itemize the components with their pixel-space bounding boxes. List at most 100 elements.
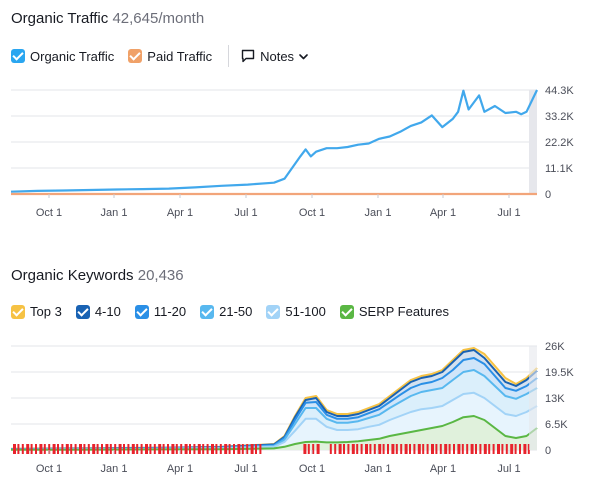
event-marker[interactable] [453, 444, 455, 454]
event-marker[interactable] [13, 444, 16, 454]
event-marker[interactable] [52, 444, 56, 454]
event-marker[interactable] [312, 444, 315, 454]
event-marker[interactable] [483, 444, 487, 454]
event-marker[interactable] [136, 444, 139, 454]
event-marker[interactable] [145, 444, 148, 454]
organic-traffic-line[interactable] [10, 89, 538, 193]
event-marker[interactable] [382, 444, 385, 454]
event-marker[interactable] [123, 444, 125, 454]
event-marker[interactable] [92, 444, 96, 454]
checkbox-paid-traffic[interactable] [128, 49, 143, 63]
event-marker[interactable] [237, 444, 241, 454]
event-marker[interactable] [505, 444, 508, 454]
event-marker[interactable] [219, 444, 222, 454]
event-marker[interactable] [378, 444, 382, 454]
event-marker[interactable] [523, 444, 527, 454]
event-marker[interactable] [206, 444, 209, 454]
event-marker[interactable] [228, 444, 231, 454]
event-marker[interactable] [373, 444, 376, 454]
event-marker[interactable] [241, 444, 244, 454]
event-marker[interactable] [448, 444, 451, 454]
event-marker[interactable] [101, 444, 103, 454]
event-marker[interactable] [347, 444, 350, 454]
event-marker[interactable] [167, 444, 169, 454]
event-marker[interactable] [387, 444, 389, 454]
checkbox-51-100[interactable] [266, 304, 281, 319]
event-marker[interactable] [118, 444, 122, 454]
event-marker[interactable] [479, 444, 482, 454]
event-marker[interactable] [158, 444, 162, 454]
checkbox-11-20[interactable] [134, 304, 149, 319]
event-marker[interactable] [184, 444, 188, 454]
legend-21-50[interactable]: 21-50 [200, 304, 252, 319]
event-marker[interactable] [149, 444, 152, 454]
legend-51-100[interactable]: 51-100 [266, 304, 326, 319]
event-marker[interactable] [470, 444, 474, 454]
event-marker[interactable] [351, 444, 355, 454]
event-marker[interactable] [233, 444, 235, 454]
legend-serp-features[interactable]: SERP Features [339, 304, 449, 319]
event-marker[interactable] [48, 444, 51, 454]
event-marker[interactable] [316, 444, 320, 454]
event-marker[interactable] [109, 444, 112, 454]
event-marker[interactable] [175, 444, 178, 454]
event-marker[interactable] [519, 444, 521, 454]
event-marker[interactable] [391, 444, 395, 454]
checkbox-top-3[interactable] [11, 304, 25, 319]
event-marker[interactable] [444, 444, 448, 454]
checkbox-organic-traffic[interactable] [11, 49, 25, 63]
event-marker[interactable] [79, 444, 82, 454]
event-marker[interactable] [211, 444, 214, 454]
event-marker[interactable] [426, 444, 429, 454]
checkbox-4-10[interactable] [75, 304, 90, 319]
event-marker[interactable] [83, 444, 86, 454]
event-marker[interactable] [497, 444, 500, 454]
event-marker[interactable] [303, 444, 307, 454]
event-marker[interactable] [65, 444, 69, 454]
event-marker[interactable] [197, 444, 201, 454]
event-marker[interactable] [466, 444, 469, 454]
event-marker[interactable] [365, 444, 368, 454]
event-marker[interactable] [43, 444, 46, 454]
event-marker[interactable] [105, 444, 109, 454]
legend-top-3[interactable]: Top 3 [11, 304, 62, 319]
event-marker[interactable] [87, 444, 90, 454]
event-marker[interactable] [224, 444, 228, 454]
legend-paid-traffic[interactable]: Paid Traffic [128, 49, 212, 64]
event-marker[interactable] [360, 444, 363, 454]
event-marker[interactable] [501, 444, 504, 454]
serp-features-line[interactable] [10, 415, 538, 451]
event-marker[interactable] [35, 444, 37, 454]
event-marker[interactable] [435, 444, 438, 454]
event-marker[interactable] [215, 444, 218, 454]
checkbox-21-50[interactable] [200, 304, 215, 319]
notes-dropdown[interactable]: Notes [241, 49, 308, 64]
event-marker[interactable] [329, 444, 332, 454]
event-marker[interactable] [413, 444, 416, 454]
event-marker[interactable] [488, 444, 491, 454]
event-marker[interactable] [510, 444, 514, 454]
event-marker[interactable] [404, 444, 408, 454]
event-marker[interactable] [250, 444, 254, 454]
event-marker[interactable] [439, 444, 442, 454]
event-marker[interactable] [514, 444, 517, 454]
event-marker[interactable] [180, 444, 183, 454]
event-marker[interactable] [57, 444, 59, 454]
event-marker[interactable] [400, 444, 403, 454]
legend-4-10[interactable]: 4-10 [75, 304, 121, 319]
event-marker[interactable] [431, 444, 434, 454]
event-marker[interactable] [26, 444, 30, 454]
legend-11-20[interactable]: 11-20 [134, 304, 186, 319]
event-marker[interactable] [39, 444, 43, 454]
event-marker[interactable] [343, 444, 345, 454]
event-marker[interactable] [246, 444, 249, 454]
event-marker[interactable] [21, 444, 24, 454]
event-marker[interactable] [202, 444, 205, 454]
event-marker[interactable] [461, 444, 464, 454]
51-100-line[interactable] [10, 391, 538, 451]
event-marker[interactable] [307, 444, 310, 454]
event-marker[interactable] [162, 444, 165, 454]
event-marker[interactable] [189, 444, 191, 454]
organic-traffic-chart[interactable]: 44.3K 33.2K 22.2K 11.1K 0 Oct 1 Jan 1 Apr 1 Jul… [0, 80, 594, 220]
